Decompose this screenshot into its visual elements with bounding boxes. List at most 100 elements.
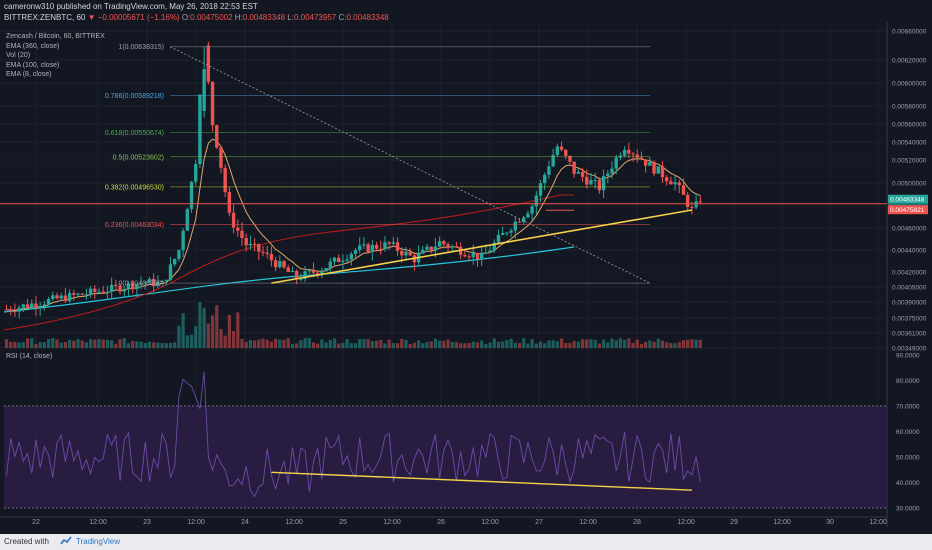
price-axis-label: 0.00600000 bbox=[892, 81, 927, 88]
open-value: 0.00475002 bbox=[190, 13, 233, 22]
candle-body bbox=[164, 279, 169, 282]
candle-body bbox=[454, 246, 459, 248]
candle-body bbox=[698, 201, 703, 203]
volume-bar bbox=[160, 343, 164, 348]
candle-body bbox=[168, 264, 173, 280]
candles bbox=[4, 41, 703, 319]
candle-body bbox=[429, 246, 433, 251]
candle-body bbox=[576, 171, 581, 174]
time-axis-label: 12:00 bbox=[187, 519, 205, 526]
volume-bar bbox=[395, 343, 400, 348]
volume-bar bbox=[236, 312, 240, 348]
volume-bar bbox=[698, 339, 702, 348]
rsi-axis-label: 40.0000 bbox=[896, 480, 920, 487]
candle-body bbox=[135, 284, 139, 290]
legend-item-ema8[interactable]: EMA (8, close) bbox=[6, 71, 52, 78]
volume-bar bbox=[168, 342, 173, 348]
candle-body bbox=[627, 149, 631, 154]
volume-bar bbox=[467, 342, 471, 348]
candle-body bbox=[669, 181, 673, 185]
candle-body bbox=[210, 81, 215, 126]
change-value: −0.00005671 (−1.16%) bbox=[97, 13, 180, 22]
candle-body bbox=[660, 166, 665, 178]
volume-bar bbox=[9, 341, 13, 348]
candle-body bbox=[463, 254, 467, 257]
candle-body bbox=[437, 241, 442, 247]
volume-bar bbox=[450, 341, 454, 348]
volume-bar bbox=[446, 339, 450, 348]
high-label: H: bbox=[234, 13, 243, 22]
volume-bar bbox=[374, 340, 379, 348]
tradingview-brand[interactable]: TradingView bbox=[76, 537, 121, 546]
candle-body bbox=[513, 221, 517, 231]
candle-body bbox=[202, 69, 206, 111]
volume-bar bbox=[690, 339, 694, 348]
volume-bar bbox=[480, 340, 484, 348]
price-axis-label: 0.00620000 bbox=[892, 58, 927, 65]
candle-body bbox=[72, 293, 76, 295]
candle-body bbox=[601, 175, 606, 191]
candle-body bbox=[88, 288, 93, 295]
volume-bar bbox=[425, 342, 429, 348]
volume-bar bbox=[648, 340, 652, 348]
volume-bar bbox=[496, 341, 501, 348]
legend-item-vol[interactable]: Vol (20) bbox=[6, 52, 31, 59]
time-axis-label: 12:00 bbox=[383, 519, 401, 526]
ohlc-header: BITTREX:ZENBTC, 60 ▼ −0.00005671 (−1.16%… bbox=[4, 13, 389, 22]
candle-body bbox=[290, 270, 295, 273]
volume-bar bbox=[240, 338, 244, 348]
price-axis-label: 0.00520000 bbox=[892, 158, 927, 165]
candle-body bbox=[656, 166, 660, 174]
volume-bar bbox=[601, 339, 606, 348]
time-axis-label: 12:00 bbox=[285, 519, 303, 526]
volume-bar bbox=[593, 339, 597, 348]
volume-bar bbox=[337, 343, 341, 348]
candle-body bbox=[471, 252, 475, 258]
candle-body bbox=[538, 183, 543, 196]
volume-bar bbox=[67, 339, 72, 348]
volume-bar bbox=[135, 341, 139, 348]
candle-body bbox=[559, 146, 564, 150]
legend-item-ema100[interactable]: EMA (100, close) bbox=[6, 61, 60, 69]
candle-body bbox=[345, 259, 349, 261]
volume-bar bbox=[572, 340, 576, 348]
rsi-axis-label: 80.0000 bbox=[896, 378, 920, 385]
volume-bar bbox=[543, 343, 547, 348]
candle-body bbox=[189, 181, 194, 210]
candle-body bbox=[593, 180, 597, 182]
legend-item-ema360[interactable]: EMA (360, close) bbox=[6, 42, 60, 50]
volume-bar bbox=[421, 343, 425, 348]
candle-body bbox=[484, 252, 488, 254]
price-axis-label: 0.00390000 bbox=[892, 300, 927, 307]
candle-body bbox=[353, 250, 358, 254]
volume-bar bbox=[63, 341, 67, 348]
candle-body bbox=[173, 258, 177, 265]
candle-body bbox=[622, 149, 627, 156]
volume-bar bbox=[299, 340, 303, 348]
volume-bar bbox=[25, 338, 30, 348]
volume-bar bbox=[635, 339, 639, 348]
candle-body bbox=[109, 284, 114, 292]
candle-body bbox=[606, 173, 610, 176]
candle-body bbox=[522, 217, 526, 223]
volume-bar bbox=[408, 343, 412, 348]
volume-bar bbox=[97, 338, 101, 348]
time-axis-label: 22 bbox=[32, 519, 40, 526]
volume-bar bbox=[265, 339, 269, 348]
rsi-axis-label: 50.0000 bbox=[896, 455, 920, 462]
candle-body bbox=[564, 149, 568, 156]
candle-body bbox=[639, 157, 644, 160]
candle-body bbox=[42, 304, 47, 306]
fib-level-label: 0.382(0.00496530) bbox=[105, 184, 164, 191]
candle-body bbox=[568, 155, 572, 162]
candle-body bbox=[17, 307, 21, 312]
volume-bar bbox=[475, 342, 480, 348]
volume-bar bbox=[30, 338, 34, 348]
rsi-label[interactable]: RSI (14, close) bbox=[6, 353, 53, 360]
symbol-label: BITTREX:ZENBTC, 60 bbox=[4, 13, 86, 22]
candle-body bbox=[147, 278, 152, 283]
volume-bar bbox=[580, 339, 585, 348]
candle-body bbox=[38, 305, 42, 308]
candle-body bbox=[198, 94, 202, 165]
